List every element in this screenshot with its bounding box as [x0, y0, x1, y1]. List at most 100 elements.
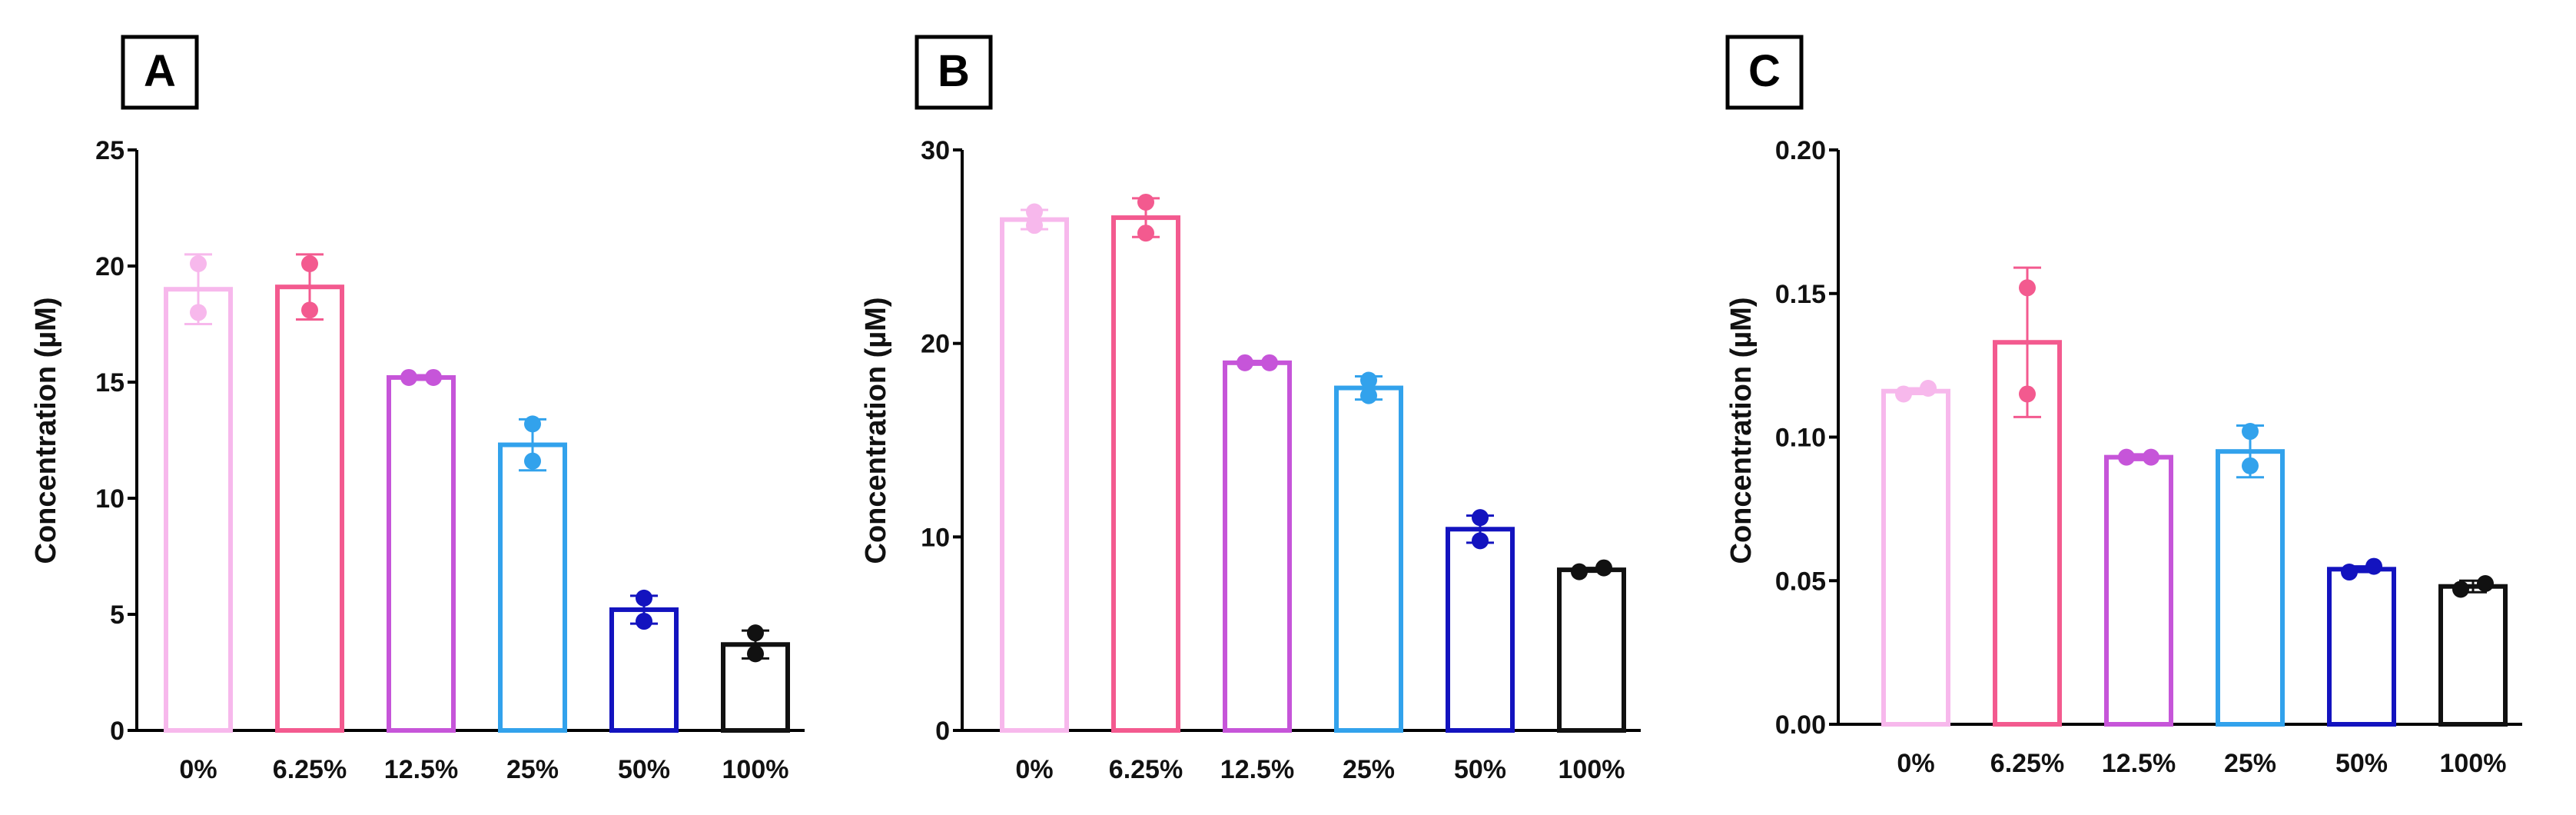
- y-tick-label: 0.15: [1775, 280, 1826, 309]
- data-point: [2242, 423, 2259, 441]
- data-point: [1026, 217, 1043, 235]
- data-point: [636, 589, 652, 607]
- y-tick-label: 20: [95, 252, 124, 281]
- panel-c: C Concentration (µM) 0.00 0.05 0.10 0.15 0.2…: [1725, 35, 2522, 778]
- data-point: [1137, 193, 1154, 211]
- y-tick-label: 0: [935, 717, 950, 746]
- data-point: [1237, 354, 1253, 371]
- bar: [2216, 449, 2285, 727]
- data-point: [2143, 448, 2159, 466]
- data-point: [524, 415, 541, 433]
- data-point: [1026, 203, 1043, 221]
- x-tick-label: 50%: [1454, 755, 1506, 784]
- plot-area-b: 0 10 20 30 0% 6.25% 12.5% 25% 50% 100%: [921, 136, 1641, 784]
- panel-label-box-a: [121, 35, 199, 110]
- panel-label-a: A: [144, 46, 176, 96]
- data-point: [1360, 371, 1377, 389]
- y-tick-label: 10: [921, 523, 950, 552]
- x-tick-label: 50%: [2335, 749, 2388, 778]
- data-point: [1571, 563, 1588, 580]
- panel-label-box-c: [1725, 35, 1804, 110]
- x-tick-label: 100%: [1559, 755, 1625, 784]
- data-point: [2242, 457, 2259, 474]
- x-tick-label: 100%: [722, 755, 789, 784]
- data-point: [1595, 559, 1612, 577]
- data-point: [2019, 279, 2036, 297]
- y-tick-label: 0: [110, 717, 124, 746]
- bar: [1446, 527, 1515, 733]
- panel-label-box-b: [915, 35, 993, 110]
- y-tick-label: 0.05: [1775, 567, 1826, 596]
- data-point: [301, 301, 318, 319]
- y-tick-label: 0.10: [1775, 424, 1826, 453]
- data-point: [2477, 574, 2494, 592]
- bar: [1111, 215, 1180, 734]
- panel-label-b: B: [938, 46, 970, 96]
- x-tick-label: 25%: [506, 755, 559, 784]
- data-point: [2019, 385, 2036, 403]
- x-tick-label: 12.5%: [2102, 749, 2176, 778]
- data-point: [1920, 380, 1937, 398]
- y-tick-label: 15: [95, 368, 124, 398]
- y-tick-label: 20: [921, 330, 950, 359]
- data-point: [2341, 564, 2358, 581]
- y-axis-label-c: Concentration (µM): [1725, 298, 1758, 564]
- data-point: [1472, 532, 1489, 550]
- panel-b: B Concentration (µM) 0 10 20 30 0% 6.25% 12.5%…: [860, 35, 1641, 784]
- data-point: [747, 624, 764, 642]
- y-axis-label-a: Concentration (µM): [30, 298, 62, 564]
- y-tick-label: 25: [95, 136, 124, 165]
- plot-area-a: 0 5 10 15 20 25 0% 6.25% 12.5% 25% 50% 100%: [95, 136, 805, 784]
- y-tick-label: 30: [921, 136, 950, 165]
- x-tick-label: 6.25%: [1990, 749, 2064, 778]
- x-tick-label: 50%: [618, 755, 670, 784]
- data-point: [301, 254, 318, 272]
- x-tick-label: 0%: [1015, 755, 1053, 784]
- plot-area-c: 0.00 0.05 0.10 0.15 0.20 0% 6.25% 12.5% 25% 50% 10…: [1775, 136, 2522, 778]
- y-axis-label-b: Concentration (µM): [860, 298, 892, 564]
- x-tick-label: 100%: [2440, 749, 2507, 778]
- bar: [498, 442, 567, 733]
- data-point: [524, 452, 541, 470]
- data-point: [747, 645, 764, 663]
- y-tick-label: 5: [110, 600, 124, 630]
- data-point: [2365, 557, 2382, 575]
- bar: [2104, 454, 2173, 727]
- bar: [2438, 584, 2508, 727]
- panel-label-c: C: [1748, 46, 1781, 96]
- x-tick-label: 6.25%: [273, 755, 347, 784]
- data-point: [2118, 448, 2135, 466]
- data-point: [190, 254, 207, 272]
- bar: [609, 607, 679, 734]
- data-point: [1261, 354, 1278, 371]
- data-point: [636, 613, 652, 630]
- bar: [164, 287, 233, 733]
- data-point: [2452, 580, 2469, 598]
- panel-a: A Concentration (µM) 0 5 10 15 20 25 0% 6.25% 12…: [30, 35, 805, 784]
- x-tick-label: 12.5%: [1220, 755, 1294, 784]
- x-tick-label: 0%: [1897, 749, 1934, 778]
- x-tick-label: 12.5%: [384, 755, 458, 784]
- data-point: [400, 368, 417, 386]
- x-tick-label: 0%: [179, 755, 217, 784]
- y-tick-label: 10: [95, 484, 124, 514]
- data-point: [1137, 225, 1154, 242]
- bar: [275, 284, 344, 733]
- data-point: [1472, 509, 1489, 527]
- data-point: [1360, 387, 1377, 404]
- data-point: [190, 304, 207, 321]
- bar: [1000, 217, 1069, 734]
- y-tick-label: 0.20: [1775, 136, 1826, 165]
- y-tick-label: 0.00: [1775, 710, 1826, 740]
- x-tick-label: 25%: [1343, 755, 1395, 784]
- bar: [387, 374, 456, 733]
- x-tick-label: 6.25%: [1109, 755, 1183, 784]
- bar: [1557, 567, 1626, 733]
- x-tick-label: 25%: [2224, 749, 2276, 778]
- data-point: [425, 368, 442, 386]
- bar: [1881, 388, 1950, 727]
- bar: [1223, 360, 1292, 733]
- data-point: [1895, 385, 1912, 403]
- bar: [2327, 567, 2396, 727]
